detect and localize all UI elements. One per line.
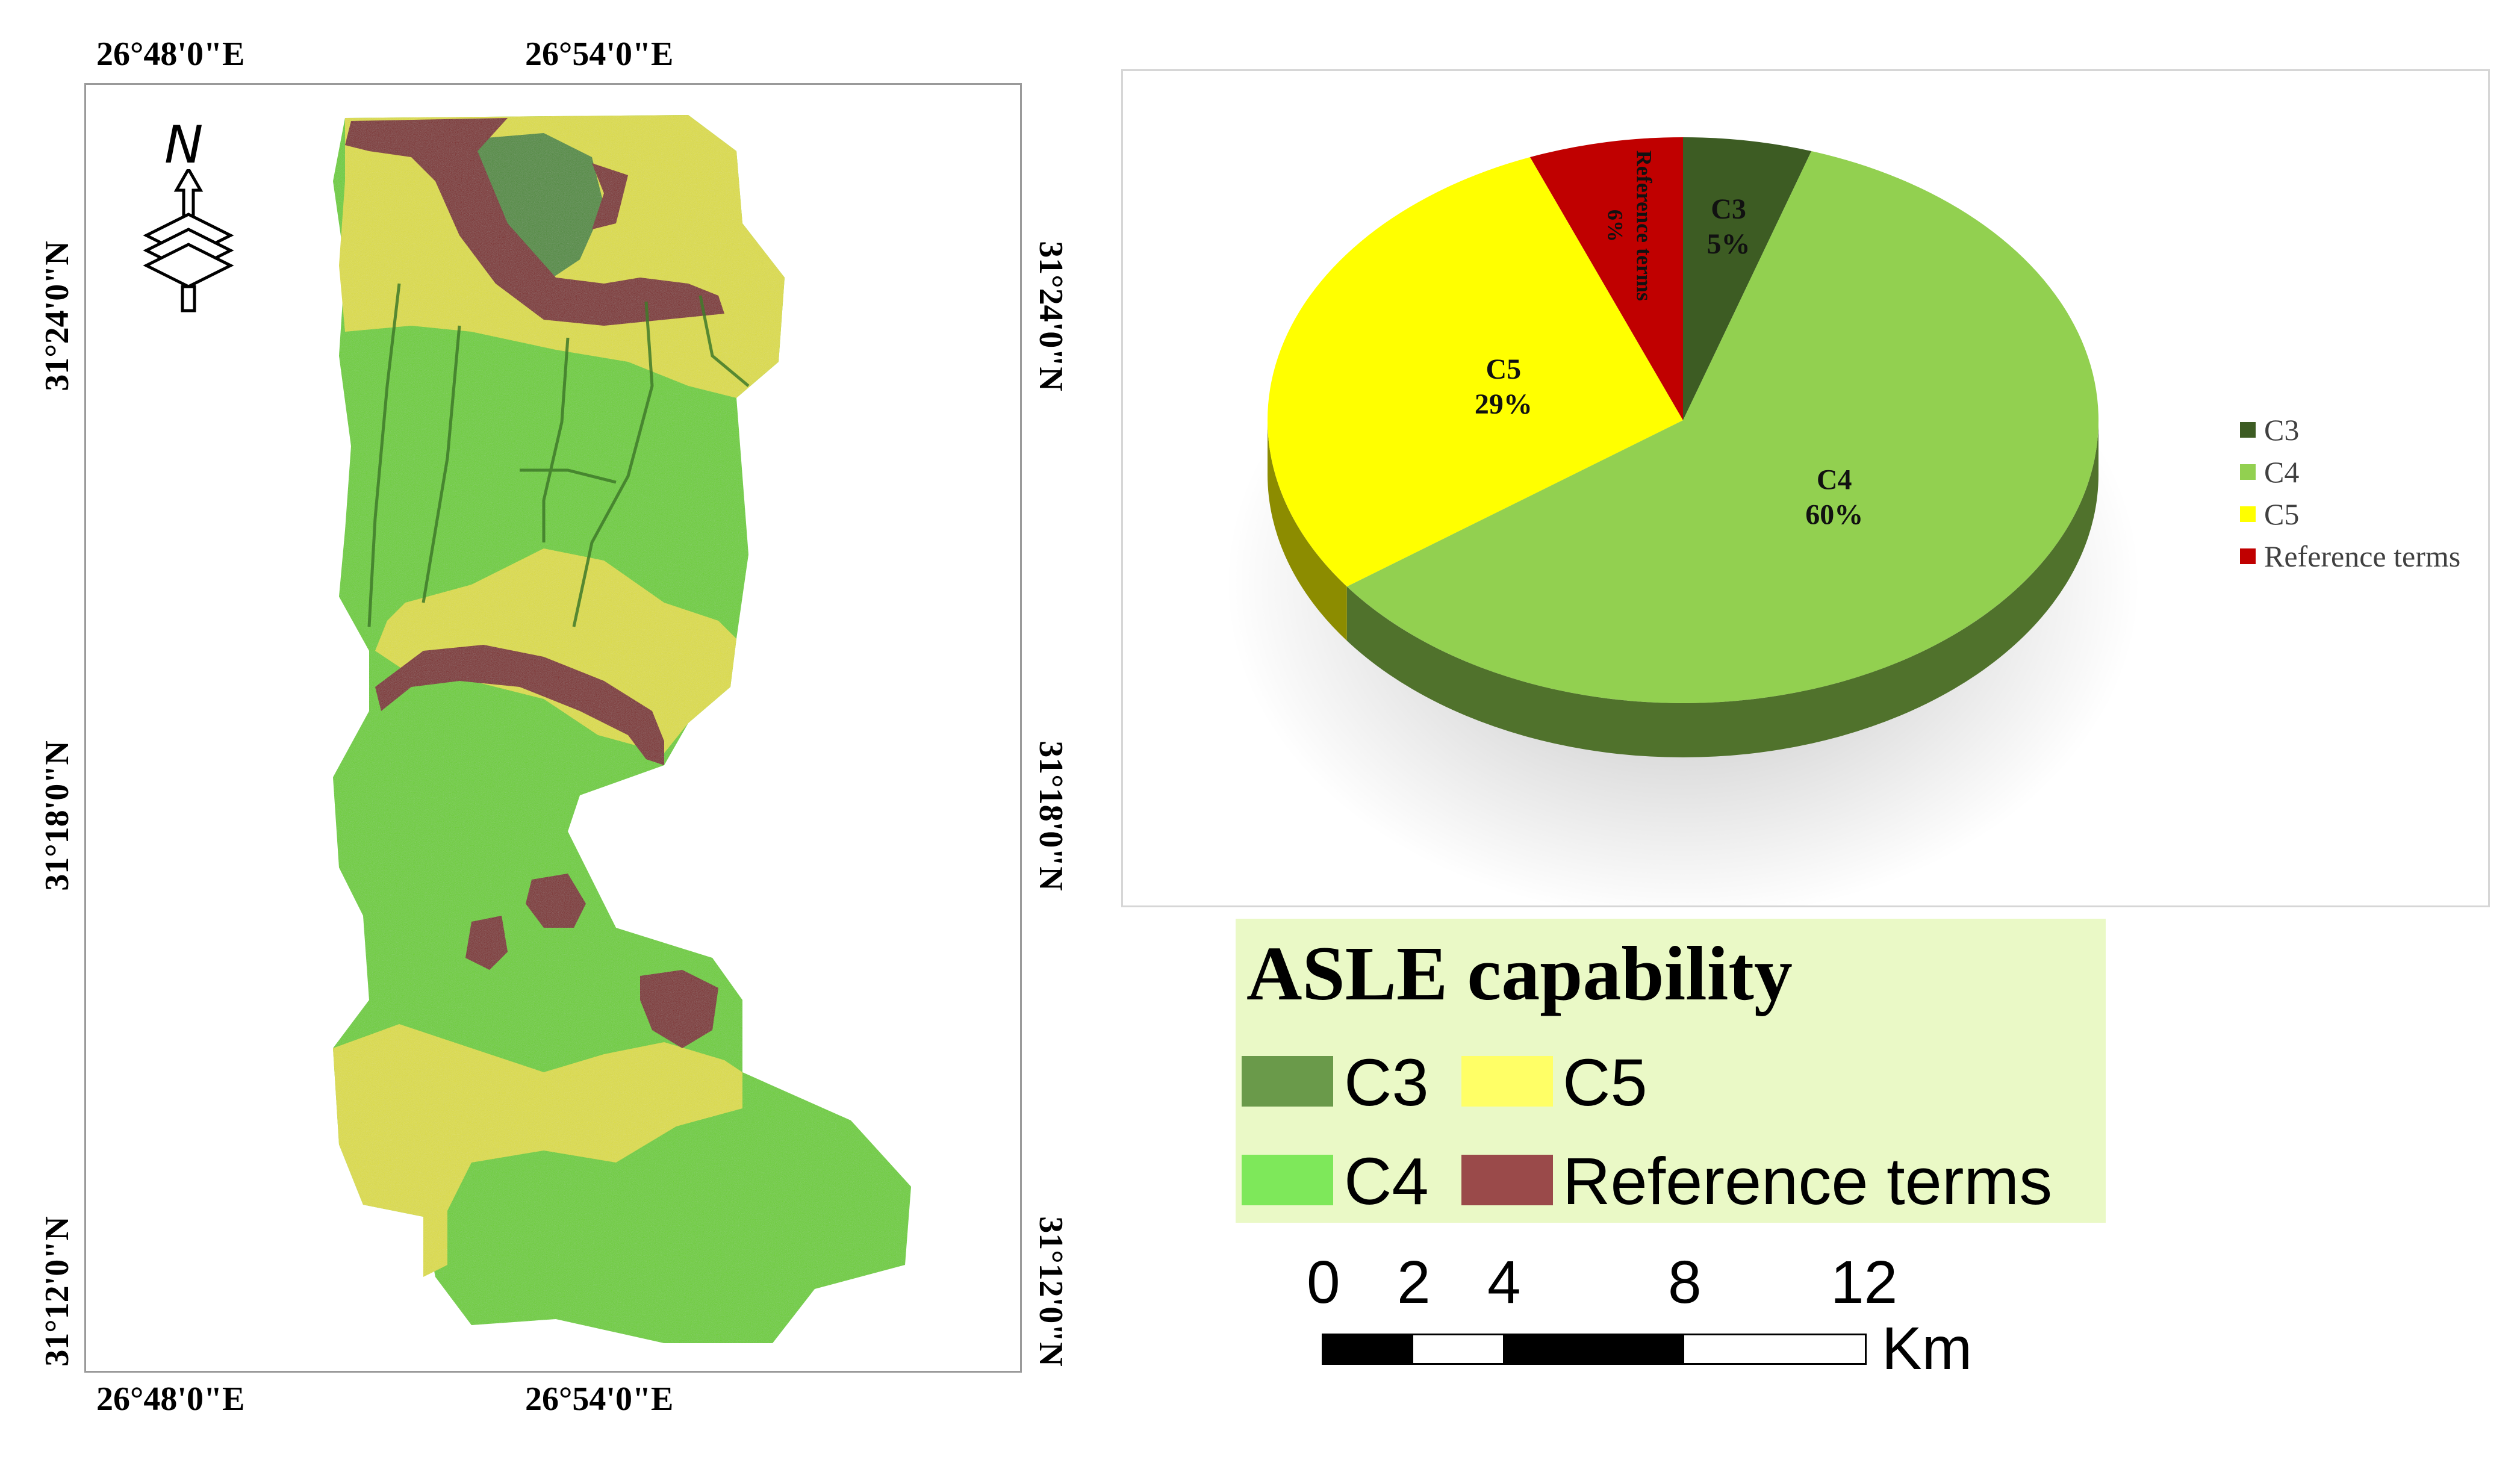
pie-side-c5 xyxy=(1268,420,1347,641)
scale-segment-2 xyxy=(1413,1335,1504,1363)
pie-label-value-reference-terms: 6% xyxy=(1603,210,1627,242)
pie-legend-label-c3: C3 xyxy=(2264,413,2300,447)
asle-swatch-c5 xyxy=(1461,1056,1553,1107)
pie-label-name-reference-terms: Reference terms xyxy=(1632,151,1656,301)
scale-segment-3 xyxy=(1503,1335,1684,1363)
pie-slice-c5 xyxy=(1268,157,1683,587)
pie-legend-swatch-reference xyxy=(2240,548,2256,564)
asle-swatch-reference xyxy=(1461,1155,1553,1205)
north-arrow: N xyxy=(134,115,243,320)
lat-label-right-2: 31°18'0"N xyxy=(1032,741,1069,891)
drainage-lines xyxy=(367,283,750,627)
pie-label-name-c5: C5 xyxy=(1486,353,1521,385)
asle-legend: ASLE capability C3 C5 C4 Reference terms xyxy=(1236,919,2106,1223)
scale-bar: 0 2 4 8 12 Km xyxy=(1295,1246,2017,1379)
pie-label-value-c3: 5% xyxy=(1707,228,1750,260)
lon-label-bottom-left: 26°48'0"E xyxy=(96,1380,245,1418)
map-class-c5-south xyxy=(333,1024,742,1277)
pie-slice-c4 xyxy=(1346,151,2098,704)
map-class-reference-north xyxy=(345,118,724,326)
scale-tick-12: 12 xyxy=(1831,1249,1898,1316)
scale-tick-2: 2 xyxy=(1397,1249,1431,1316)
lon-label-top-mid: 26°54'0"E xyxy=(525,36,674,73)
pie-slice-c3 xyxy=(1683,137,1812,420)
pie-legend-swatch-c4 xyxy=(2240,464,2256,480)
asle-label-c5: C5 xyxy=(1563,1046,1647,1120)
scale-segment-1 xyxy=(1324,1335,1414,1363)
pie-legend-swatch-c5 xyxy=(2240,506,2256,522)
asle-label-reference: Reference terms xyxy=(1563,1144,2053,1219)
scale-bar-graphic xyxy=(1322,1334,1867,1365)
asle-label-c3: C3 xyxy=(1344,1046,1429,1120)
map-class-reference-patch-1 xyxy=(526,874,586,928)
lat-label-left-3: 31°12'0"N xyxy=(39,1216,76,1367)
lat-label-right-1: 31°24'0"N xyxy=(1032,241,1069,391)
map-class-reference-north-2 xyxy=(592,163,628,229)
lat-label-right-3: 31°12'0"N xyxy=(1032,1216,1069,1367)
map-frame: N xyxy=(84,83,1022,1373)
map-class-c5-middle xyxy=(375,548,736,753)
lon-label-top-left: 26°48'0"E xyxy=(96,36,245,73)
pie-label-name-c4: C4 xyxy=(1817,464,1852,495)
pie-legend-swatch-c3 xyxy=(2240,422,2256,438)
asle-swatch-c4 xyxy=(1242,1155,1333,1205)
pie-label-value-c5: 29% xyxy=(1475,388,1532,420)
scale-tick-8: 8 xyxy=(1668,1249,1702,1316)
asle-swatch-c3 xyxy=(1242,1056,1333,1107)
pie-legend-label-c4: C4 xyxy=(2264,455,2300,489)
pie-legend-label-c5: C5 xyxy=(2264,497,2300,531)
map-class-reference-patch-2 xyxy=(465,916,508,970)
map-class-reference-middle xyxy=(375,645,664,765)
asle-label-c4: C4 xyxy=(1344,1144,1429,1219)
lat-label-left-2: 31°18'0"N xyxy=(39,741,76,891)
pie-label-c3: C35% xyxy=(1707,193,1750,260)
pie-label-value-c4: 60% xyxy=(1805,498,1863,530)
pie-side-c4 xyxy=(1346,420,2098,757)
scale-tick-4: 4 xyxy=(1487,1249,1521,1316)
asle-legend-title: ASLE capability xyxy=(1246,931,1793,1016)
lon-label-bottom-mid: 26°54'0"E xyxy=(525,1380,674,1418)
map-class-c3 xyxy=(459,133,604,284)
scale-tick-0: 0 xyxy=(1307,1249,1340,1316)
pie-label-name-c3: C3 xyxy=(1711,193,1746,225)
pie-chart-frame: C3 5% C4 60% C5 29% Reference terms 6% C3 C4 C5… xyxy=(1121,69,2490,907)
pie-slice-reference-terms xyxy=(1529,137,1683,420)
scale-unit: Km xyxy=(1882,1315,1972,1382)
pie-legend: C3 C4 C5 Reference terms xyxy=(2240,413,2481,594)
north-arrow-icon xyxy=(143,169,234,312)
land-capability-map xyxy=(333,115,911,1343)
north-arrow-letter: N xyxy=(164,115,204,175)
map-class-reference-patch-3 xyxy=(640,970,718,1048)
scale-segment-4 xyxy=(1684,1335,1865,1363)
pie-legend-label-reference: Reference terms xyxy=(2264,539,2461,573)
lat-label-left-1: 31°24'0"N xyxy=(39,241,76,391)
